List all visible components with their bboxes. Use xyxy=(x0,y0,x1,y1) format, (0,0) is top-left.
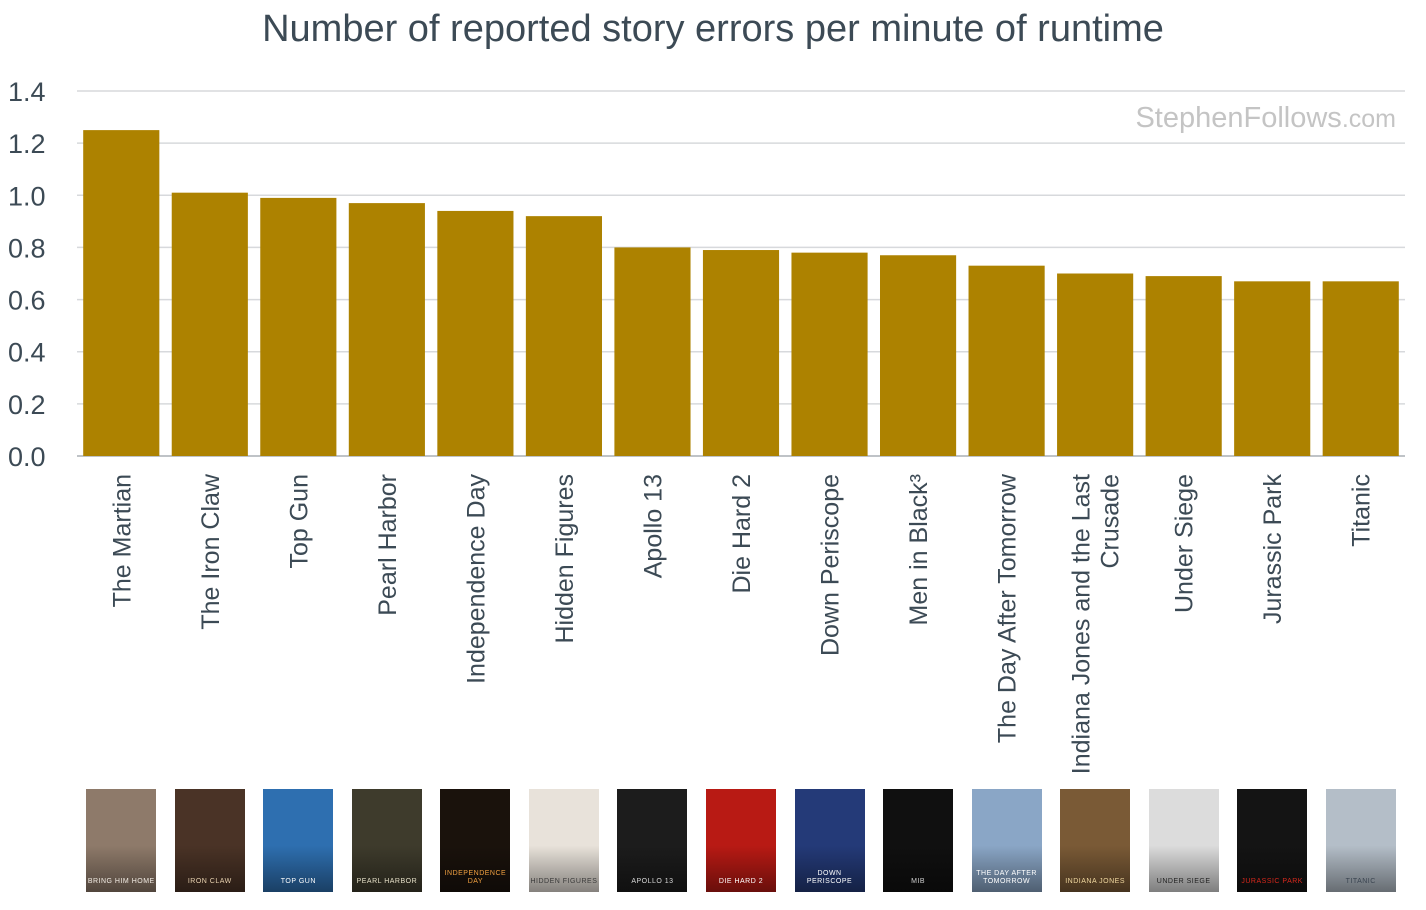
watermark-tld: .com xyxy=(1341,105,1396,133)
poster-caption: DIE HARD 2 xyxy=(718,878,764,885)
bar xyxy=(1057,273,1134,456)
poster-caption: DOWN PERISCOPE xyxy=(806,870,853,885)
bar xyxy=(791,252,868,456)
apollo-13-poster-icon: APOLLO 13 xyxy=(617,789,688,892)
bar xyxy=(260,197,337,456)
y-tick-label: 1.2 xyxy=(8,129,46,159)
x-tick-label: The Day After Tomorrow xyxy=(994,473,1022,743)
bar xyxy=(171,192,248,456)
die-hard-2-poster-icon: DIE HARD 2 xyxy=(706,789,776,892)
x-tick-label: Apollo 13 xyxy=(639,474,667,578)
y-tick-label: 0.8 xyxy=(8,233,46,263)
x-tick-label: Independence Day xyxy=(462,474,490,684)
bar xyxy=(879,255,957,456)
chart-title: Number of reported story errors per minu… xyxy=(262,8,1164,50)
x-tick-label: Indiana Jones and the Last xyxy=(1068,474,1096,774)
poster-caption: HIDDEN FIGURES xyxy=(530,878,598,885)
y-tick-label: 1.4 xyxy=(8,77,46,107)
x-tick-label: The Martian xyxy=(108,474,136,607)
the-iron-claw-poster-icon: IRON CLAW xyxy=(174,789,245,892)
x-tick-label: Down Periscope xyxy=(817,474,845,656)
y-tick-label: 0.6 xyxy=(8,286,46,316)
x-tick-label: Hidden Figures xyxy=(551,474,579,644)
x-tick-label: Titanic xyxy=(1348,474,1376,547)
poster-caption: BRING HIM HOME xyxy=(87,878,155,885)
bar xyxy=(968,265,1045,456)
the-day-after-tomorrow-poster-icon: THE DAY AFTER TOMORROW xyxy=(971,789,1042,892)
y-tick-label: 0.4 xyxy=(8,338,46,368)
y-tick-label: 0.0 xyxy=(8,442,46,472)
x-tick-label: Men in Black³ xyxy=(905,474,933,625)
x-tick-label: Jurassic Park xyxy=(1259,474,1287,625)
poster-caption: IRON CLAW xyxy=(187,878,232,885)
poster-caption: INDEPENDENCE DAY xyxy=(444,870,507,885)
poster-caption: TOP GUN xyxy=(280,878,316,885)
bar xyxy=(1234,281,1311,456)
bar xyxy=(1145,276,1222,456)
poster-caption: TITANIC xyxy=(1345,878,1376,885)
poster-caption: THE DAY AFTER TOMORROW xyxy=(976,870,1037,885)
poster-caption: MIB xyxy=(911,878,926,885)
bar-chart: 0.0 0.2 0.4 0.6 0.8 1.0 1.2 1.4 The Martian The I… xyxy=(8,77,1405,774)
poster-caption: JURASSIC PARK xyxy=(1241,878,1303,885)
poster-caption: INDIANA JONES xyxy=(1065,878,1126,885)
hidden-figures-poster-icon: HIDDEN FIGURES xyxy=(528,789,599,892)
bar xyxy=(525,216,603,456)
poster-caption: PEARL HARBOR xyxy=(356,878,418,885)
down-periscope-poster-icon: DOWN PERISCOPE xyxy=(794,789,865,892)
x-tick-label: The Iron Claw xyxy=(197,473,225,630)
y-tick-label: 1.0 xyxy=(8,181,46,211)
x-tick-label: Die Hard 2 xyxy=(728,474,756,594)
y-tick-label: 0.2 xyxy=(8,390,46,420)
under-siege-poster-icon: UNDER SIEGE xyxy=(1148,789,1219,892)
x-tick-label: Crusade xyxy=(1097,474,1125,569)
watermark-name: StephenFollows xyxy=(1135,102,1342,134)
independence-day-poster-icon: INDEPENDENCE DAY xyxy=(440,789,511,892)
the-martian-poster-icon: BRING HIM HOME xyxy=(86,789,157,892)
poster-caption: UNDER SIEGE xyxy=(1156,878,1211,885)
x-tick-label: Top Gun xyxy=(285,474,313,569)
indiana-jones-poster-icon: INDIANA JONES xyxy=(1060,789,1131,892)
x-tick-label: Under Siege xyxy=(1171,474,1199,613)
bar xyxy=(702,250,780,456)
bar xyxy=(348,203,425,456)
bar xyxy=(1322,281,1399,456)
pearl-harbor-poster-icon: PEARL HARBOR xyxy=(351,789,422,892)
top-gun-poster-icon: TOP GUN xyxy=(263,789,334,892)
bar xyxy=(614,247,691,456)
bar xyxy=(83,130,160,456)
x-tick-label: Pearl Harbor xyxy=(374,474,402,616)
jurassic-park-poster-icon: JURASSIC PARK xyxy=(1237,789,1308,892)
poster-caption: APOLLO 13 xyxy=(631,878,674,885)
bar xyxy=(437,210,514,456)
men-in-black-poster-icon: MIB xyxy=(883,789,954,892)
watermark: StephenFollows.com xyxy=(1135,102,1396,135)
titanic-poster-icon: TITANIC xyxy=(1325,789,1396,892)
